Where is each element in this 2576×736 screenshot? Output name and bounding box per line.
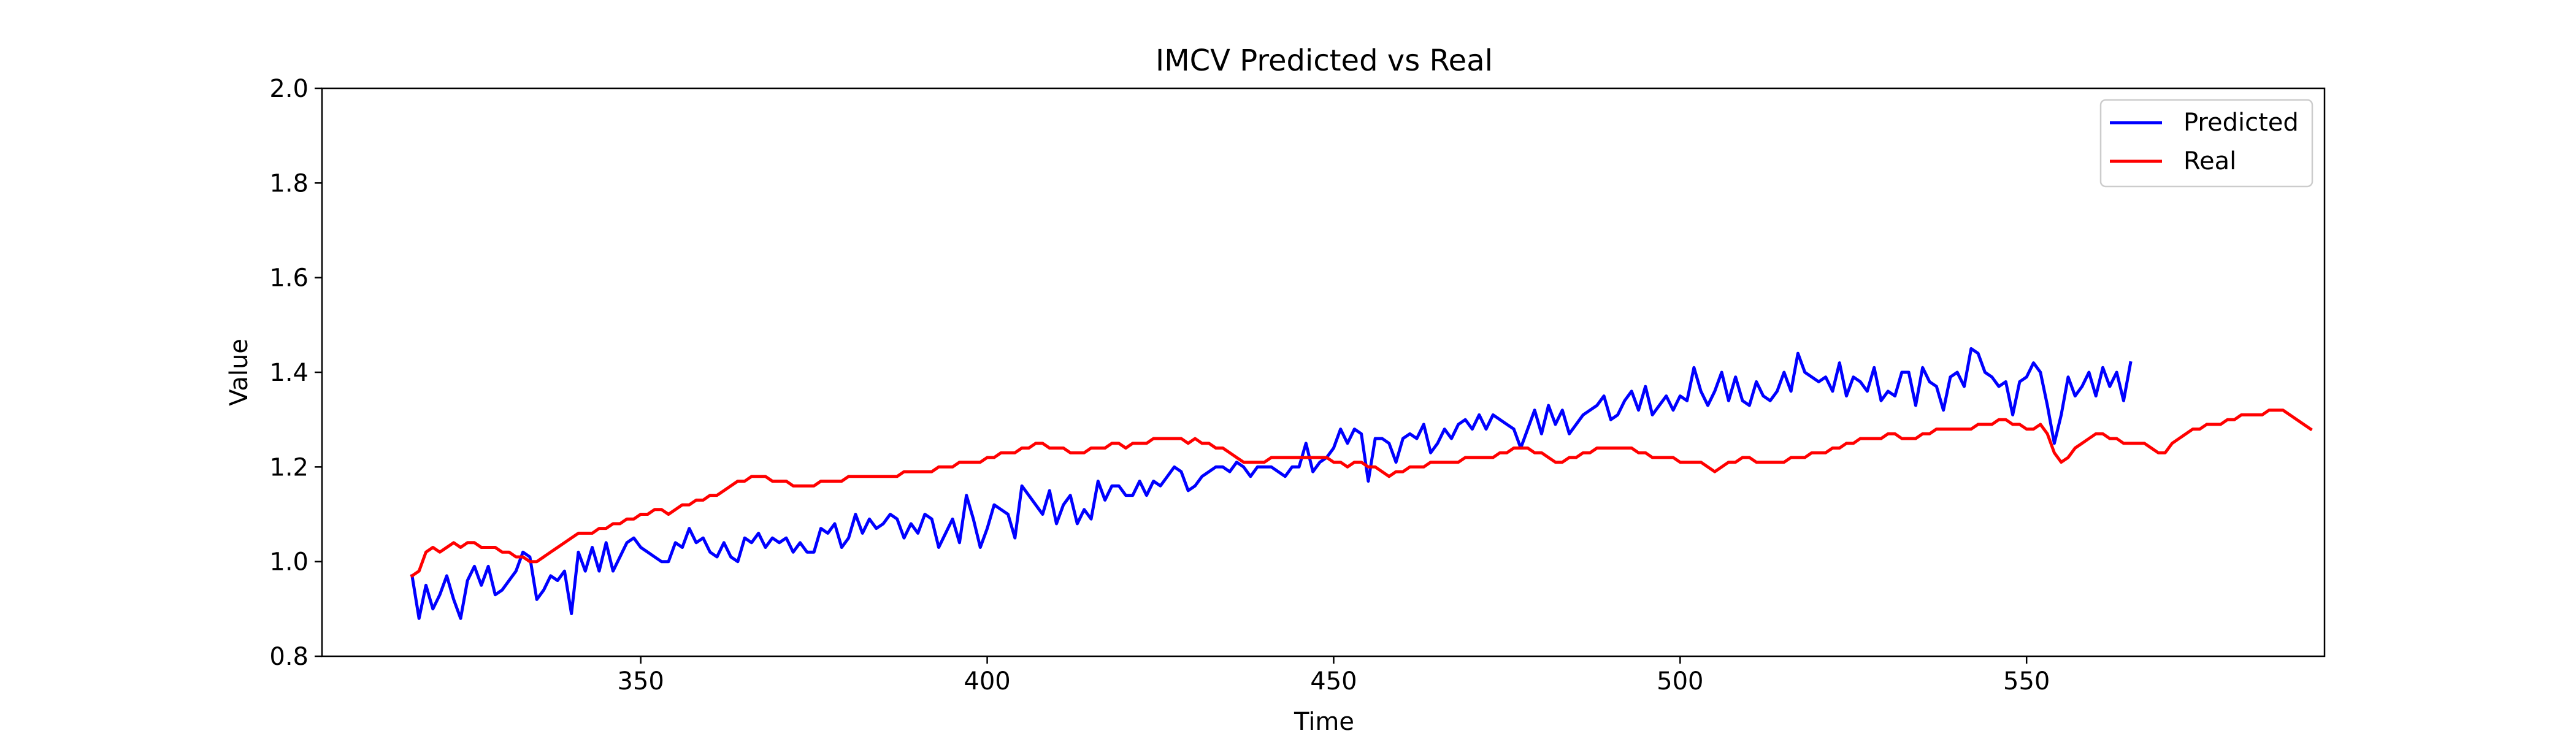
x-tick-label: 350 <box>618 667 664 696</box>
axes-frame <box>321 87 2326 657</box>
legend-predicted-label: Predicted <box>2183 109 2299 137</box>
series-lines <box>410 347 2313 620</box>
y-tick-label: 1.6 <box>269 264 309 293</box>
legend-real-label: Real <box>2183 147 2236 175</box>
x-tick-label: 400 <box>964 667 1010 696</box>
chart-title: IMCV Predicted vs Real <box>1156 44 1493 78</box>
y-tick-label: 1.2 <box>269 453 309 481</box>
x-tick-label: 450 <box>1310 667 1357 696</box>
y-tick-label: 1.8 <box>269 169 309 197</box>
y-axis-label: Value <box>225 339 253 406</box>
legend: Predicted Real <box>2099 99 2313 188</box>
y-tick-label: 1.0 <box>269 548 309 577</box>
x-axis-ticks: 350 400 450 500 550 <box>618 656 2050 696</box>
plot-area: 350 400 450 500 550 0.8 1.0 1.2 1.4 1.6 1.8 2.0 <box>269 75 2326 696</box>
x-axis-label: Time <box>1294 708 1354 736</box>
y-tick-label: 2.0 <box>269 75 309 103</box>
x-tick-label: 500 <box>1657 667 1703 696</box>
x-tick-label: 550 <box>2003 667 2050 696</box>
series-line-real <box>410 408 2313 578</box>
series-line-predicted <box>410 347 2133 620</box>
y-tick-label: 0.8 <box>269 643 309 671</box>
y-tick-label: 1.4 <box>269 359 309 387</box>
y-axis-ticks: 0.8 1.0 1.2 1.4 1.6 1.8 2.0 <box>269 75 322 671</box>
